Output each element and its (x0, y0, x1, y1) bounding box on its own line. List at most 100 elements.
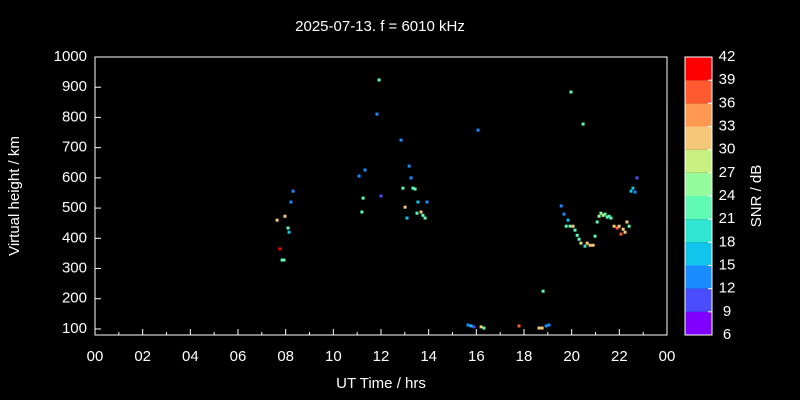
data-point (360, 210, 364, 214)
data-point (621, 227, 625, 231)
data-point (413, 187, 417, 191)
y-tick-label: 300 (62, 259, 87, 276)
data-point (588, 243, 592, 247)
data-point (633, 190, 637, 194)
data-point (619, 232, 623, 236)
data-point (282, 258, 286, 262)
colorbar-band (685, 265, 712, 289)
colorbar-band (685, 126, 712, 150)
x-tick-label: 12 (373, 348, 390, 365)
data-point (617, 224, 621, 228)
colorbar-tick-label: 9 (723, 303, 731, 320)
data-point (627, 224, 631, 228)
data-point (591, 243, 595, 247)
data-point (569, 90, 573, 94)
y-tick-label: 200 (62, 290, 87, 307)
data-point (599, 211, 603, 215)
data-point (419, 210, 423, 214)
data-point (291, 189, 295, 193)
y-tick-label: 400 (62, 229, 87, 246)
colorbar-tick-label: 42 (719, 48, 736, 65)
x-tick-label: 06 (230, 348, 247, 365)
colorbar-band (685, 219, 712, 243)
x-tick-label: 02 (134, 348, 151, 365)
data-point (361, 196, 365, 200)
data-point (411, 186, 415, 190)
data-point (635, 176, 639, 180)
x-tick-label: 10 (325, 348, 342, 365)
data-point (421, 213, 425, 217)
data-point (425, 200, 429, 204)
data-point (575, 233, 579, 237)
data-point (595, 220, 599, 224)
y-tick-label: 700 (62, 139, 87, 156)
data-point (537, 326, 541, 330)
data-point (286, 226, 290, 230)
data-point (593, 234, 597, 238)
data-point (607, 214, 611, 218)
data-point (583, 244, 587, 248)
data-point (283, 214, 287, 218)
colorbar-band (685, 242, 712, 266)
colorbar-band (685, 80, 712, 104)
data-point (278, 247, 282, 251)
data-point (585, 241, 589, 245)
colorbar-tick-label: 21 (719, 210, 736, 227)
data-point (375, 112, 379, 116)
colorbar-tick-label: 33 (719, 117, 736, 134)
data-point (573, 228, 577, 232)
colorbar-band (685, 196, 712, 220)
y-axis-label: Virtual height / km (6, 136, 23, 256)
data-point (409, 176, 413, 180)
x-tick-label: 18 (516, 348, 533, 365)
x-tick-label: 08 (277, 348, 294, 365)
y-tick-label: 100 (62, 320, 87, 337)
data-point (482, 326, 486, 330)
data-point (415, 211, 419, 215)
colorbar-label: SNR / dB (748, 165, 765, 228)
colorbar-tick-label: 24 (719, 187, 736, 204)
data-point (571, 224, 575, 228)
y-tick-label: 900 (62, 78, 87, 95)
x-tick-label: 20 (563, 348, 580, 365)
data-point (566, 218, 570, 222)
data-point (287, 230, 291, 234)
data-point (625, 220, 629, 224)
x-tick-label: 00 (87, 348, 104, 365)
x-tick-label: 00 (659, 348, 676, 365)
colorbar-band (685, 288, 712, 312)
data-point (401, 186, 405, 190)
data-point (289, 200, 293, 204)
data-point (423, 216, 427, 220)
colorbar-band (685, 57, 712, 81)
data-point (559, 204, 563, 208)
colorbar-tick-label: 27 (719, 164, 736, 181)
data-point (541, 289, 545, 293)
data-point (403, 205, 407, 209)
colorbar-tick-label: 36 (719, 94, 736, 111)
data-point (517, 324, 521, 328)
data-point (562, 212, 566, 216)
data-point (568, 224, 572, 228)
data-point (615, 226, 619, 230)
x-tick-label: 14 (420, 348, 437, 365)
colorbar-band (685, 103, 712, 127)
y-tick-label: 800 (62, 108, 87, 125)
colorbar-tick-label: 30 (719, 141, 736, 158)
data-point (405, 216, 409, 220)
data-point (581, 122, 585, 126)
data-point (357, 174, 361, 178)
colorbar-tick-label: 39 (719, 71, 736, 88)
colorbar-band (685, 311, 712, 335)
data-point (601, 213, 605, 217)
data-point (363, 168, 367, 172)
data-point (540, 326, 544, 330)
data-point (407, 164, 411, 168)
x-tick-label: 16 (468, 348, 485, 365)
data-point (547, 323, 551, 327)
data-point (280, 258, 284, 262)
data-point (377, 78, 381, 82)
x-tick-label: 04 (182, 348, 199, 365)
